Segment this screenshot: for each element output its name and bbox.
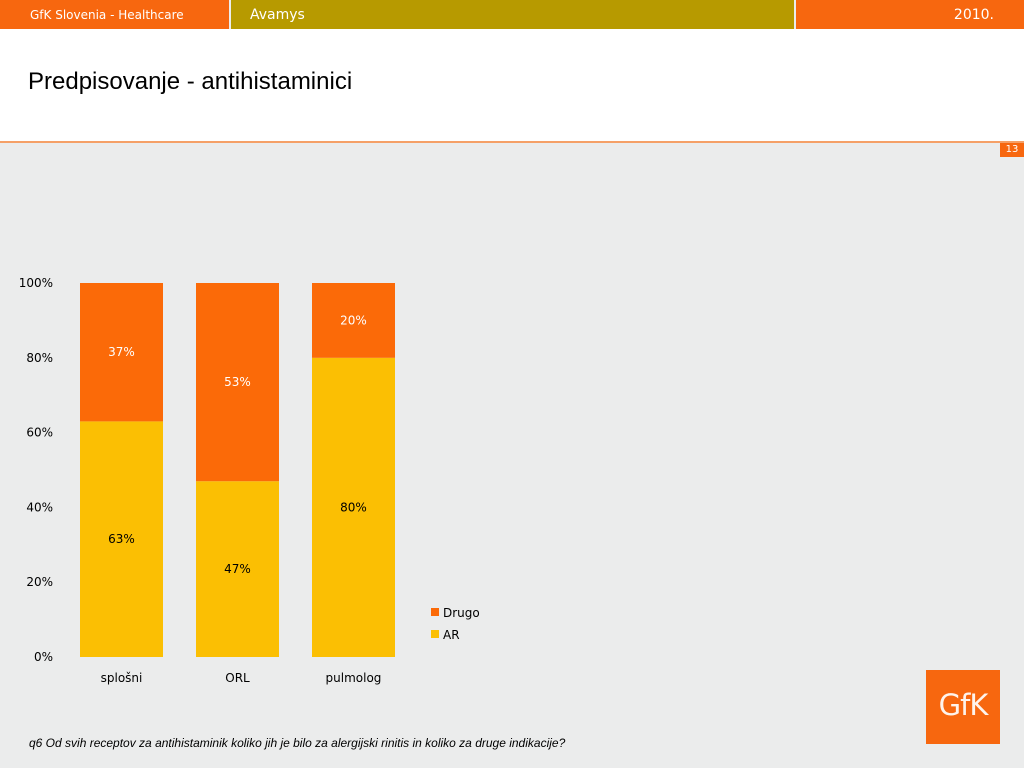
bar-segment-ar [80, 421, 163, 657]
gfk-logo: GfK [926, 670, 1000, 744]
year-label: 2010. [796, 0, 1024, 29]
page-number-badge: 13 [1000, 143, 1024, 157]
data-label: 53% [224, 375, 251, 389]
y-tick-label: 40% [26, 500, 53, 514]
legend-swatch [431, 608, 439, 616]
data-label: 37% [108, 345, 135, 359]
bar-segment-drugo [312, 283, 395, 358]
product-label: Avamys [231, 0, 794, 29]
category-label: ORL [225, 671, 250, 685]
legend-label: AR [443, 628, 460, 642]
y-tick-label: 60% [26, 426, 53, 440]
y-tick-label: 100% [19, 276, 53, 290]
bar-segment-ar [196, 481, 279, 657]
bar-segment-drugo [80, 283, 163, 422]
data-label: 47% [224, 562, 251, 576]
brand-label: GfK Slovenia - Healthcare [0, 0, 229, 29]
data-label: 80% [340, 500, 367, 514]
bar-segment-ar [312, 357, 395, 657]
legend-label: Drugo [443, 606, 480, 620]
question-footnote: q6 Od svih receptov za antihistaminik ko… [29, 736, 566, 750]
y-tick-label: 80% [26, 351, 53, 365]
category-label: pulmolog [326, 671, 382, 685]
category-label: splošni [101, 671, 143, 685]
data-label: 20% [340, 313, 367, 327]
top-bar: GfK Slovenia - Healthcare Avamys 2010. [0, 0, 1024, 29]
y-tick-label: 20% [26, 575, 53, 589]
logo-text: GfK [938, 688, 989, 722]
data-label: 63% [108, 532, 135, 546]
bar-segment-drugo [196, 283, 279, 482]
page-title: Predpisovanje - antihistaminici [28, 68, 353, 95]
legend-swatch [431, 630, 439, 638]
y-tick-label: 0% [34, 650, 53, 664]
title-area: Predpisovanje - antihistaminici [0, 29, 1024, 143]
